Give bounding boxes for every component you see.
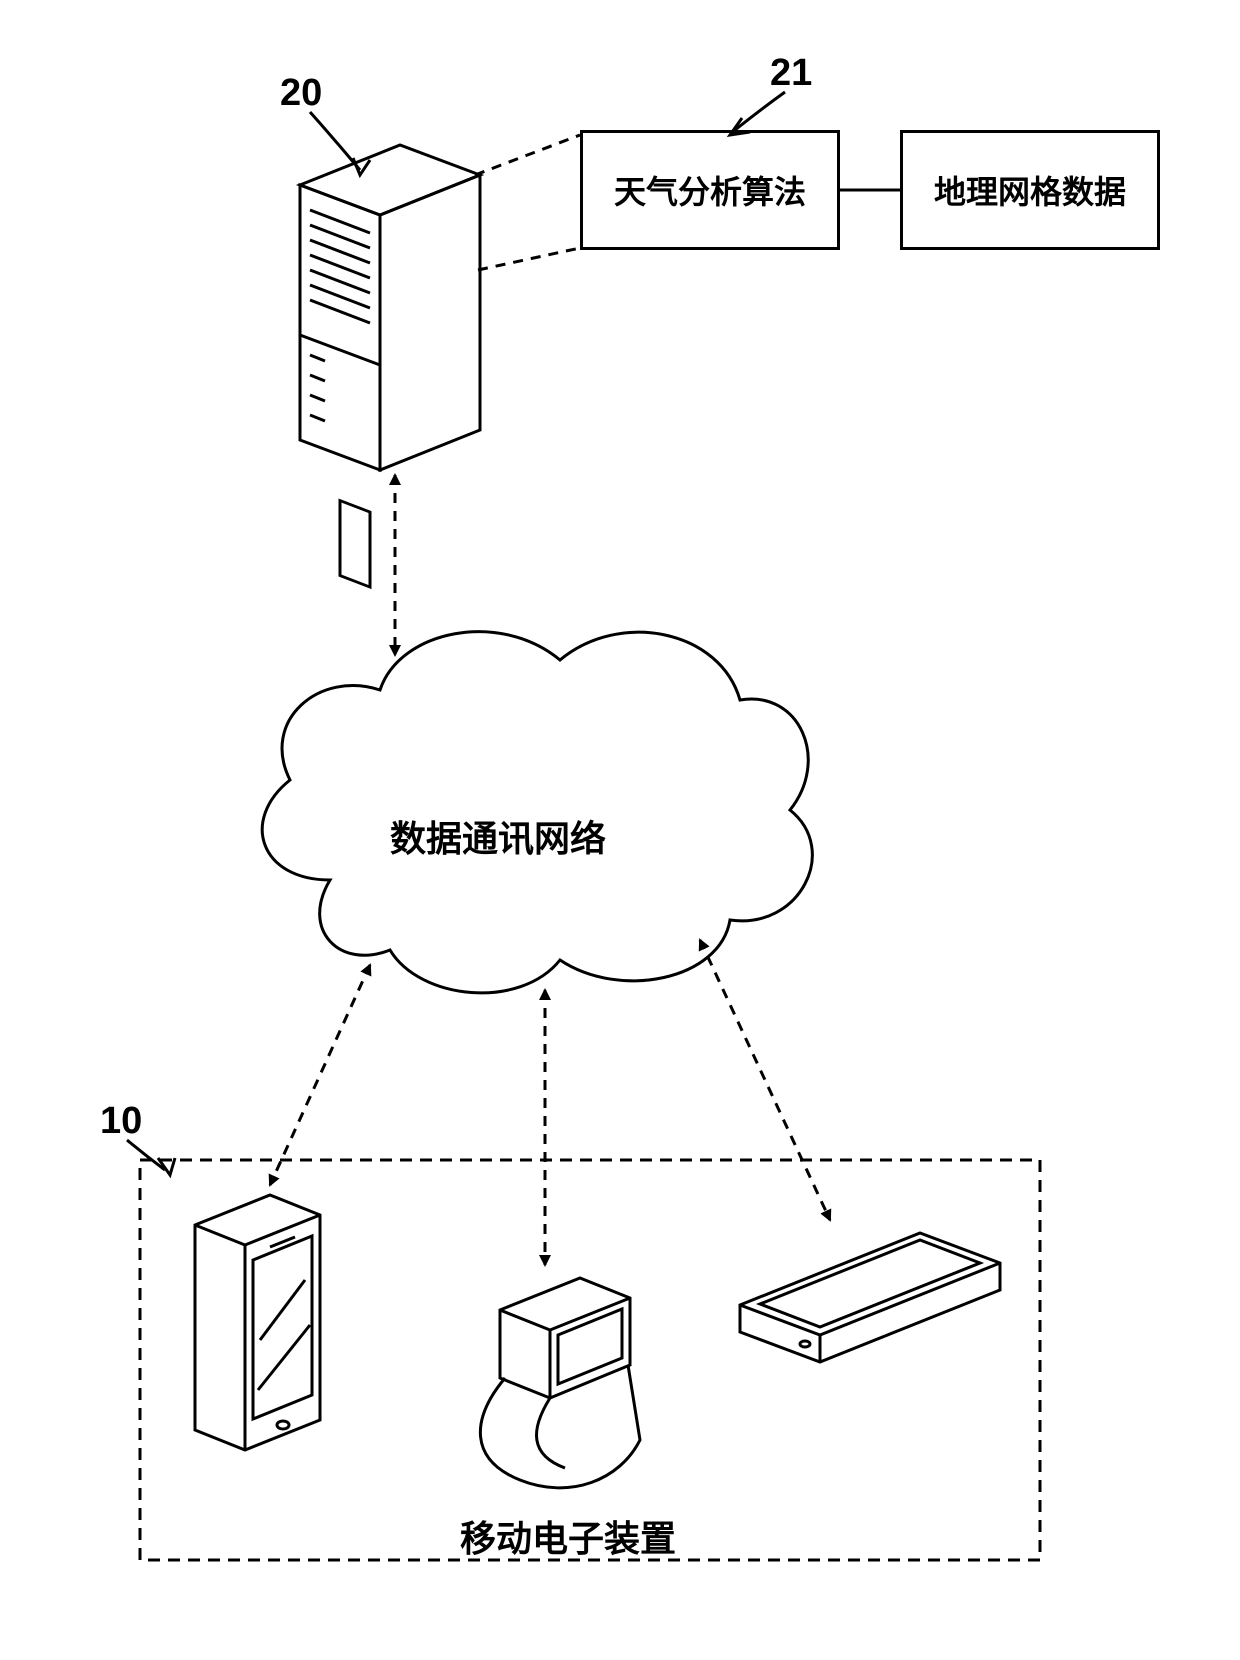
server-icon [300, 145, 480, 587]
edge-server-alg-bot [478, 248, 580, 270]
callout-20 [310, 112, 360, 170]
edge-cloud-phone [270, 965, 370, 1185]
edge-server-alg-top [475, 135, 580, 175]
edge-cloud-tablet [700, 940, 830, 1220]
callout-10 [127, 1140, 165, 1170]
devices-box [140, 1160, 1040, 1560]
cloud-shape [262, 632, 812, 993]
phone-icon [195, 1195, 320, 1450]
diagram-svg [0, 0, 1240, 1660]
tablet-icon [740, 1233, 1000, 1362]
watch-icon [480, 1278, 640, 1488]
callout-21 [735, 92, 785, 130]
